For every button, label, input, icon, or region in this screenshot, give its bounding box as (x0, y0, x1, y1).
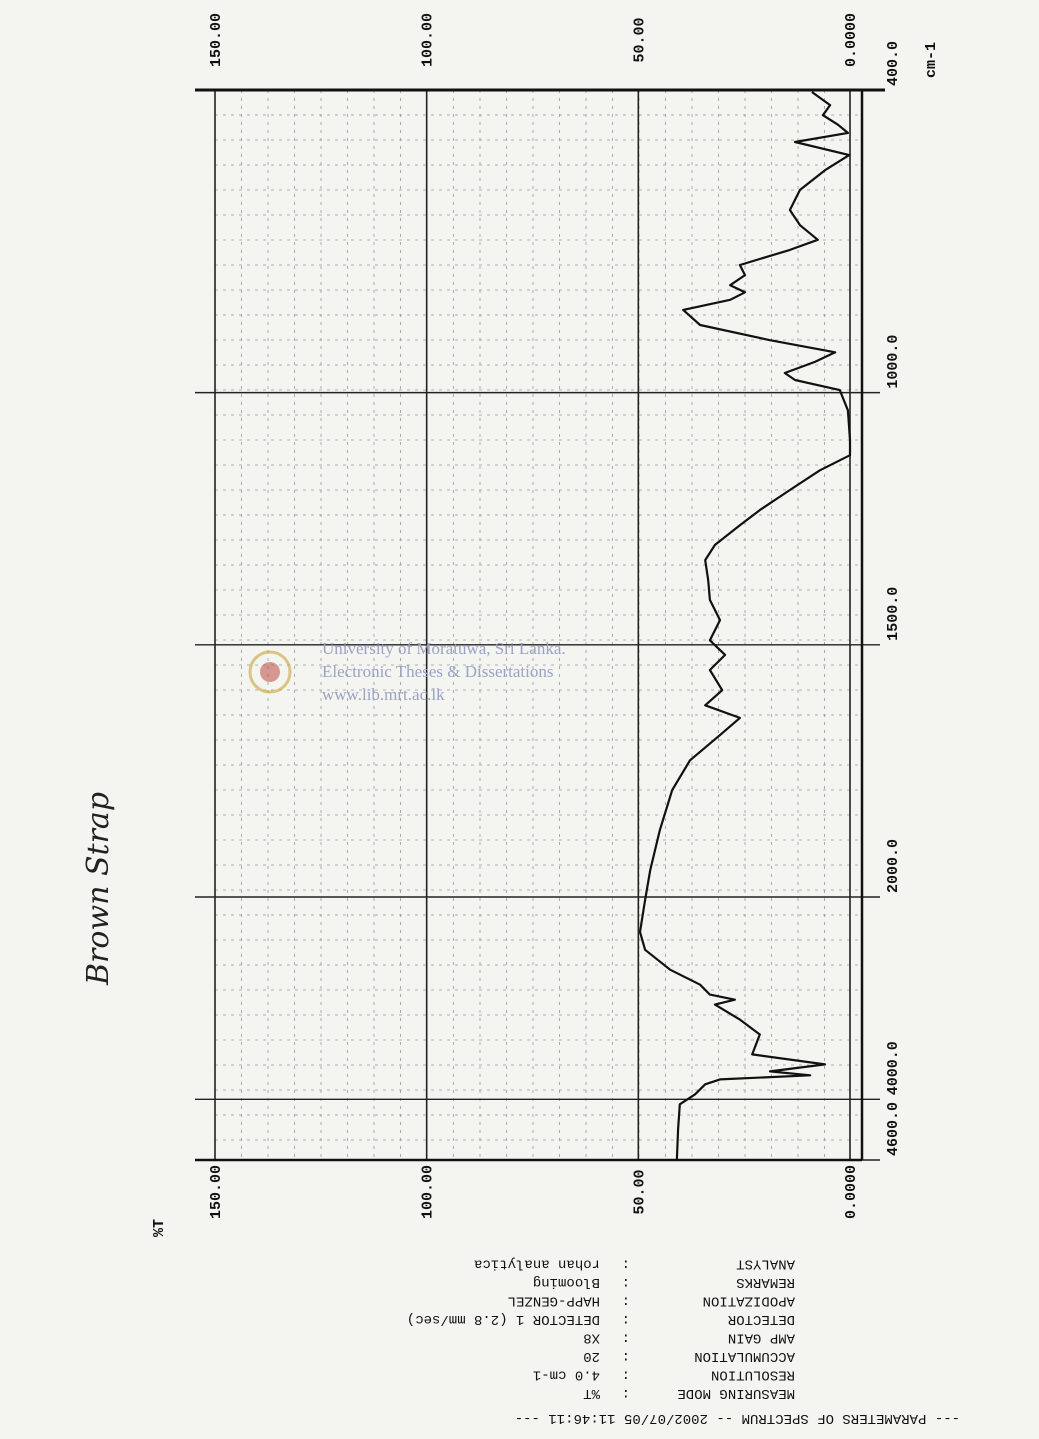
parameter-label: ACCUMULATION (694, 1348, 795, 1364)
x-tick-label: 2000.0 (885, 839, 902, 893)
parameter-separator: : (622, 1348, 630, 1364)
y-tick-label: 100.00 (420, 1165, 437, 1219)
watermark-text: www.lib.mrt.ac.lk (322, 685, 445, 704)
parameter-label: MEASURING MODE (677, 1385, 795, 1401)
watermark-logo (260, 662, 280, 682)
y-tick-label: 100.00 (420, 13, 437, 67)
watermark-text: University of Moratuwa, Sri Lanka. (322, 639, 566, 658)
parameter-value: 4.0 cm-1 (533, 1367, 600, 1383)
x-tick-label: 400.0 (885, 41, 902, 86)
parameter-label: DETECTOR (727, 1311, 795, 1327)
y-tick-label: 150.00 (208, 1165, 225, 1219)
parameter-separator: : (622, 1330, 630, 1346)
parameter-separator: : (622, 1367, 630, 1383)
parameter-value: Blooming (533, 1274, 600, 1290)
parameter-label: RESOLUTION (711, 1367, 795, 1383)
parameter-separator: : (622, 1311, 630, 1327)
y-tick-label: 0.0000 (843, 13, 860, 67)
parameters-header: --- PARAMETERS OF SPECTRUM -- 2002/07/05… (515, 1410, 960, 1426)
y-tick-label: 150.00 (208, 13, 225, 67)
parameter-separator: : (622, 1256, 630, 1272)
parameter-separator: : (622, 1293, 630, 1309)
x-tick-label: 1500.0 (885, 587, 902, 641)
x-unit: cm-1 (923, 42, 940, 78)
parameters: --- PARAMETERS OF SPECTRUM -- 2002/07/05… (407, 1256, 960, 1427)
parameter-value: 20 (583, 1348, 600, 1364)
parameter-value: DETECTOR 1 (2.8 mm/sec) (407, 1311, 600, 1327)
parameter-value: %T (583, 1385, 600, 1401)
y-tick-label: 0.0000 (843, 1165, 860, 1219)
parameter-label: APODIZATION (703, 1293, 795, 1309)
spectrum-line (638, 91, 852, 1160)
watermark: University of Moratuwa, Sri Lanka. Elect… (248, 639, 566, 704)
watermark-logo (248, 650, 292, 694)
x-tick-label: 1000.0 (885, 335, 902, 389)
parameter-value: rohan analytica (474, 1256, 600, 1272)
parameter-value: X8 (583, 1330, 600, 1346)
x-tick-label: 4000.0 (885, 1041, 902, 1095)
parameter-label: AMP GAIN (728, 1330, 795, 1346)
grid (195, 88, 885, 1162)
parameter-separator: : (622, 1385, 630, 1401)
y-tick-label: 50.00 (631, 1169, 648, 1214)
plot: 150.00 150.00 100.00 100.00 50.00 50.00 0.0000… (208, 13, 902, 1219)
x-tick-label: 4600.0 (885, 1102, 902, 1156)
parameter-label: ANALYST (736, 1256, 795, 1272)
y-tick-label: 50.00 (631, 17, 648, 62)
watermark-text: Electronic Theses & Dissertations (322, 662, 554, 681)
parameter-value: HAPP-GENZEL (508, 1293, 600, 1309)
y-label: %T (151, 1219, 168, 1237)
parameter-separator: : (622, 1274, 630, 1290)
parameter-label: REMARKS (736, 1274, 795, 1290)
handwritten-title: Brown Strap (81, 792, 116, 986)
